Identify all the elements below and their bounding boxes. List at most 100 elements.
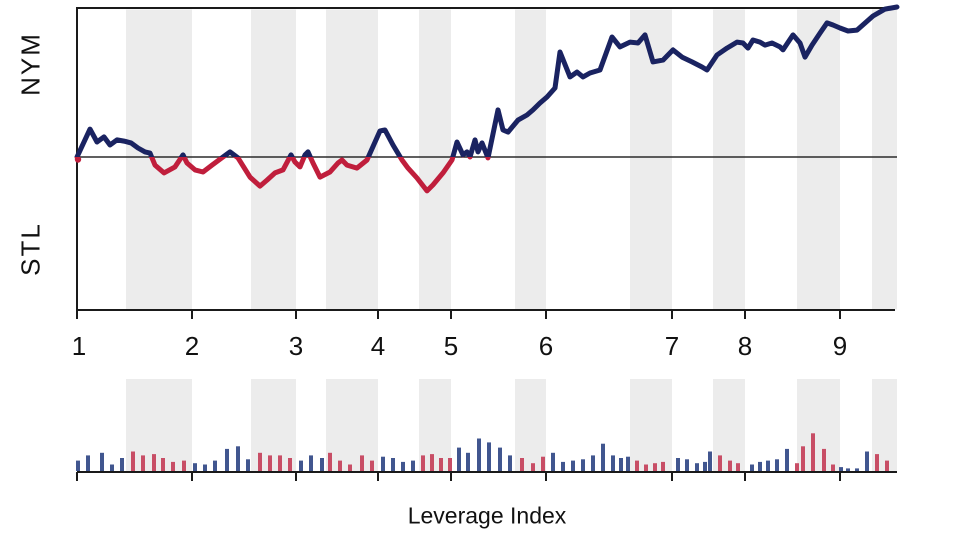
leverage-bar <box>855 468 859 471</box>
leverage-bar <box>619 458 623 471</box>
leverage-bar <box>758 461 762 471</box>
leverage-bar <box>551 452 555 471</box>
leverage-bar <box>131 451 135 471</box>
shaded-band <box>326 9 378 310</box>
inning-tick-label: 1 <box>72 331 86 361</box>
leverage-bar <box>299 460 303 471</box>
leverage-bar <box>591 455 595 471</box>
leverage-bar <box>885 460 889 471</box>
leverage-bar <box>531 463 535 471</box>
shaded-band <box>630 379 672 471</box>
leverage-bar <box>411 460 415 471</box>
leverage-bar <box>736 463 740 471</box>
leverage-bar <box>695 463 699 471</box>
leverage-bar <box>182 460 186 471</box>
leverage-bar <box>278 455 282 471</box>
leverage-bar <box>401 461 405 471</box>
leverage-bar <box>477 438 481 471</box>
inning-tick-label: 6 <box>539 331 553 361</box>
leverage-bar <box>811 433 815 471</box>
leverage-bar <box>541 456 545 471</box>
shaded-band <box>713 9 745 310</box>
leverage-bar <box>448 458 452 471</box>
leverage-bar <box>708 451 712 471</box>
leverage-bar <box>328 452 332 471</box>
y-axis-label-top-team: NYM <box>15 32 46 96</box>
y-axis-label-bottom-team: STL <box>15 222 46 276</box>
leverage-bar <box>571 460 575 471</box>
leverage-bar <box>225 448 229 471</box>
inning-tick-label: 8 <box>738 331 752 361</box>
leverage-bar <box>288 458 292 471</box>
leverage-bar <box>487 442 491 471</box>
leverage-bar <box>875 454 879 471</box>
leverage-bar <box>309 455 313 471</box>
inning-tick-label: 4 <box>371 331 385 361</box>
leverage-bar <box>635 460 639 471</box>
shaded-band <box>515 379 546 471</box>
shaded-band <box>419 9 451 310</box>
leverage-bar <box>381 456 385 471</box>
leverage-bar <box>653 463 657 471</box>
leverage-bar <box>120 458 124 471</box>
leverage-bar <box>801 446 805 471</box>
leverage-axis <box>76 471 897 481</box>
leverage-bar <box>268 455 272 471</box>
leverage-bar <box>421 455 425 471</box>
shaded-band <box>126 379 192 471</box>
leverage-bar <box>370 460 374 471</box>
leverage-bar <box>110 464 114 471</box>
inning-tick-label: 7 <box>665 331 679 361</box>
leverage-bar <box>626 456 630 471</box>
leverage-bar <box>685 459 689 471</box>
leverage-bar <box>561 461 565 471</box>
leverage-bar <box>822 448 826 471</box>
leverage-bar <box>236 446 240 471</box>
inning-tick-label: 2 <box>185 331 199 361</box>
leverage-bar <box>338 460 342 471</box>
leverage-bar <box>246 459 250 471</box>
leverage-bar <box>520 458 524 471</box>
leverage-bar <box>661 461 665 471</box>
leverage-bar <box>360 455 364 471</box>
leverage-bar <box>320 458 324 471</box>
shaded-band <box>251 379 296 471</box>
leverage-bar <box>718 455 722 471</box>
leverage-bar <box>766 460 770 471</box>
leverage-bar <box>831 464 835 471</box>
leverage-bar <box>865 451 869 471</box>
inning-tick-label: 9 <box>833 331 847 361</box>
leverage-bar <box>141 455 145 471</box>
shaded-band <box>713 379 745 471</box>
leverage-bar <box>498 447 502 471</box>
half-inning-shading-bands <box>126 9 897 471</box>
leverage-bar <box>86 455 90 471</box>
leverage-bar <box>213 460 217 471</box>
leverage-bar <box>203 464 207 471</box>
leverage-bar <box>76 460 80 471</box>
inning-ticks: 1 2 3 4 5 6 7 8 9 <box>72 310 847 361</box>
leverage-bar <box>100 452 104 471</box>
leverage-bar <box>795 463 799 471</box>
leverage-bar <box>839 467 843 471</box>
leverage-bar <box>644 464 648 471</box>
leverage-bar <box>728 460 732 471</box>
leverage-bar <box>171 461 175 471</box>
leverage-bar <box>466 452 470 471</box>
leverage-bar <box>457 447 461 471</box>
leverage-bar <box>846 468 850 471</box>
leverage-bar <box>258 452 262 471</box>
shaded-band <box>515 9 546 310</box>
inning-tick-label: 5 <box>444 331 458 361</box>
leverage-index-axis-title: Leverage Index <box>407 502 567 529</box>
leverage-bar <box>611 455 615 471</box>
leverage-bar <box>161 458 165 471</box>
leverage-bar <box>508 455 512 471</box>
leverage-bar <box>775 459 779 471</box>
shaded-band <box>872 9 897 310</box>
leverage-bar <box>750 464 754 471</box>
leverage-bar <box>601 443 605 471</box>
leverage-bar <box>348 464 352 471</box>
